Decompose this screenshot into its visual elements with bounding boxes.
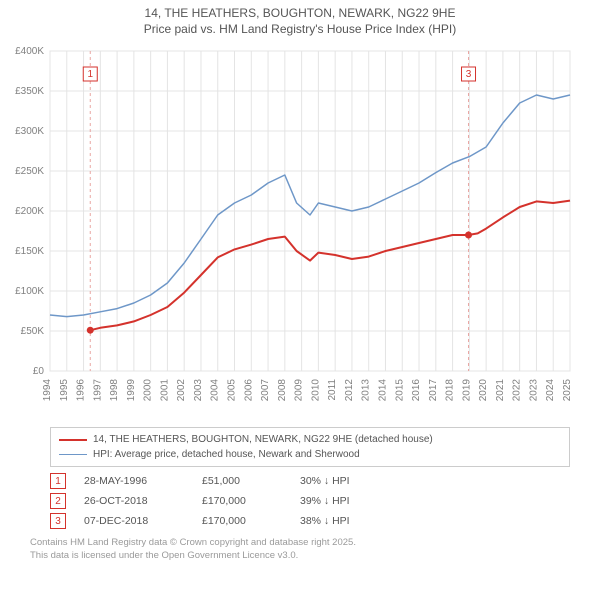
tx-delta: 39% ↓ HPI <box>300 495 380 507</box>
svg-text:2009: 2009 <box>294 379 305 402</box>
svg-text:£350K: £350K <box>15 86 44 97</box>
svg-text:2007: 2007 <box>260 379 271 402</box>
price-chart: £0 £50K £100K £150K £200K £250K £300K £350K £400… <box>0 41 600 421</box>
svg-text:1996: 1996 <box>76 379 87 402</box>
svg-text:1998: 1998 <box>109 379 120 402</box>
legend: 14, THE HEATHERS, BOUGHTON, NEWARK, NG22… <box>50 427 570 467</box>
svg-text:2005: 2005 <box>227 379 238 402</box>
chart-title: 14, THE HEATHERS, BOUGHTON, NEWARK, NG22… <box>0 0 600 41</box>
legend-item: 14, THE HEATHERS, BOUGHTON, NEWARK, NG22… <box>59 432 561 447</box>
svg-text:1994: 1994 <box>42 379 53 402</box>
svg-text:2002: 2002 <box>176 379 187 402</box>
svg-text:2017: 2017 <box>428 379 439 402</box>
svg-text:£50K: £50K <box>21 326 45 337</box>
tx-badge: 1 <box>50 473 66 489</box>
legend-label: HPI: Average price, detached house, Newa… <box>93 447 360 462</box>
table-row: 1 28-MAY-1996 £51,000 30% ↓ HPI <box>50 471 570 491</box>
svg-text:2014: 2014 <box>377 379 388 402</box>
tx-date: 07-DEC-2018 <box>84 515 184 527</box>
legend-swatch <box>59 454 87 455</box>
footer-line2: This data is licensed under the Open Gov… <box>30 550 570 562</box>
svg-text:£250K: £250K <box>15 166 44 177</box>
svg-text:1: 1 <box>87 69 93 80</box>
tx-delta: 30% ↓ HPI <box>300 475 380 487</box>
svg-text:2016: 2016 <box>411 379 422 402</box>
transaction-table: 1 28-MAY-1996 £51,000 30% ↓ HPI 2 26-OCT… <box>50 471 570 531</box>
footer-line1: Contains HM Land Registry data © Crown c… <box>30 537 570 549</box>
tx-delta: 38% ↓ HPI <box>300 515 380 527</box>
svg-text:2004: 2004 <box>210 379 221 402</box>
svg-text:3: 3 <box>466 69 472 80</box>
legend-label: 14, THE HEATHERS, BOUGHTON, NEWARK, NG22… <box>93 432 433 447</box>
svg-text:£400K: £400K <box>15 46 44 57</box>
svg-text:£200K: £200K <box>15 206 44 217</box>
svg-text:2011: 2011 <box>327 379 338 401</box>
svg-text:2000: 2000 <box>143 379 154 402</box>
svg-text:2020: 2020 <box>478 379 489 402</box>
svg-text:2010: 2010 <box>310 379 321 402</box>
title-line1: 14, THE HEATHERS, BOUGHTON, NEWARK, NG22… <box>10 6 590 22</box>
svg-text:2008: 2008 <box>277 379 288 402</box>
tx-price: £170,000 <box>202 495 282 507</box>
table-row: 2 26-OCT-2018 £170,000 39% ↓ HPI <box>50 491 570 511</box>
svg-text:2003: 2003 <box>193 379 204 402</box>
svg-text:1995: 1995 <box>59 379 70 402</box>
legend-item: HPI: Average price, detached house, Newa… <box>59 447 561 462</box>
svg-text:£150K: £150K <box>15 246 44 257</box>
tx-price: £51,000 <box>202 475 282 487</box>
svg-text:£0: £0 <box>33 366 45 377</box>
tx-date: 26-OCT-2018 <box>84 495 184 507</box>
svg-text:2013: 2013 <box>361 379 372 402</box>
svg-text:2012: 2012 <box>344 379 355 402</box>
svg-text:2021: 2021 <box>495 379 506 402</box>
svg-text:2025: 2025 <box>562 379 573 402</box>
legend-swatch <box>59 439 87 441</box>
svg-text:2019: 2019 <box>461 379 472 402</box>
tx-badge: 2 <box>50 493 66 509</box>
svg-text:2022: 2022 <box>512 379 523 402</box>
footer-attribution: Contains HM Land Registry data © Crown c… <box>30 537 570 562</box>
svg-text:£300K: £300K <box>15 126 44 137</box>
tx-badge-num: 2 <box>55 496 61 507</box>
tx-badge-num: 1 <box>55 476 61 487</box>
tx-date: 28-MAY-1996 <box>84 475 184 487</box>
svg-text:1999: 1999 <box>126 379 137 402</box>
svg-text:2006: 2006 <box>243 379 254 402</box>
svg-text:£100K: £100K <box>15 286 44 297</box>
chart-svg: £0 £50K £100K £150K £200K £250K £300K £350K £400… <box>0 41 600 421</box>
svg-text:2015: 2015 <box>394 379 405 402</box>
svg-text:2023: 2023 <box>528 379 539 402</box>
table-row: 3 07-DEC-2018 £170,000 38% ↓ HPI <box>50 511 570 531</box>
title-line2: Price paid vs. HM Land Registry's House … <box>10 22 590 38</box>
svg-text:2024: 2024 <box>545 379 556 402</box>
svg-text:1997: 1997 <box>92 379 103 402</box>
tx-badge-num: 3 <box>55 516 61 527</box>
tx-badge: 3 <box>50 513 66 529</box>
tx-price: £170,000 <box>202 515 282 527</box>
svg-text:2018: 2018 <box>445 379 456 402</box>
svg-text:2001: 2001 <box>159 379 170 402</box>
